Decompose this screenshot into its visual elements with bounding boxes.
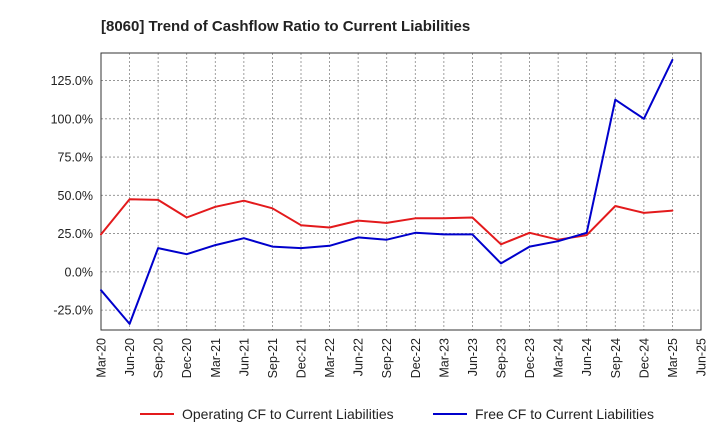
x-tick-label: Sep-23 (495, 338, 509, 378)
x-tick-label: Dec-22 (409, 338, 423, 378)
series-line-free-cf (100, 58, 674, 325)
y-tick-label: 0.0% (65, 265, 94, 279)
x-tick-label: Dec-20 (180, 338, 194, 378)
x-tick-label: Jun-25 (695, 338, 709, 376)
x-tick-label: Mar-20 (95, 338, 109, 378)
legend: Operating CF to Current Liabilities Free … (140, 406, 654, 422)
x-tick-label: Mar-21 (209, 338, 223, 378)
x-tick-label: Mar-25 (666, 338, 680, 378)
x-tick-label: Jun-24 (580, 338, 594, 376)
y-tick-label: 100.0% (51, 112, 93, 126)
x-tick-label: Jun-21 (237, 338, 251, 376)
x-tick-label: Sep-21 (266, 338, 280, 378)
x-tick-label: Mar-24 (552, 338, 566, 378)
y-tick-label: 50.0% (58, 189, 93, 203)
y-tick-label: 25.0% (58, 227, 93, 241)
x-tick-label: Jun-20 (123, 338, 137, 376)
x-tick-label: Sep-20 (152, 338, 166, 378)
legend-label-operating-cf: Operating CF to Current Liabilities (182, 406, 394, 422)
x-tick-label: Dec-21 (295, 338, 309, 378)
x-tick-label: Sep-24 (609, 338, 623, 378)
chart-title: [8060] Trend of Cashflow Ratio to Curren… (101, 18, 470, 35)
x-tick-label: Dec-24 (637, 338, 651, 378)
y-tick-label: -25.0% (53, 304, 93, 318)
grid-lines (101, 53, 701, 330)
x-tick-label: Jun-23 (466, 338, 480, 376)
plot-frame (100, 52, 702, 331)
x-tick-label: Sep-22 (380, 338, 394, 378)
y-tick-label: 125.0% (51, 74, 93, 88)
x-tick-label: Mar-23 (437, 338, 451, 378)
x-tick-label: Mar-22 (323, 338, 337, 378)
data-series (100, 58, 674, 325)
y-tick-label: 75.0% (58, 151, 93, 165)
x-tick-label: Jun-22 (352, 338, 366, 376)
x-tick-label: Dec-23 (523, 338, 537, 378)
legend-label-free-cf: Free CF to Current Liabilities (475, 406, 654, 422)
axes: -25.0% 0.0% 25.0% 50.0% 75.0% 100.0% 125.0% Mar… (51, 52, 709, 378)
